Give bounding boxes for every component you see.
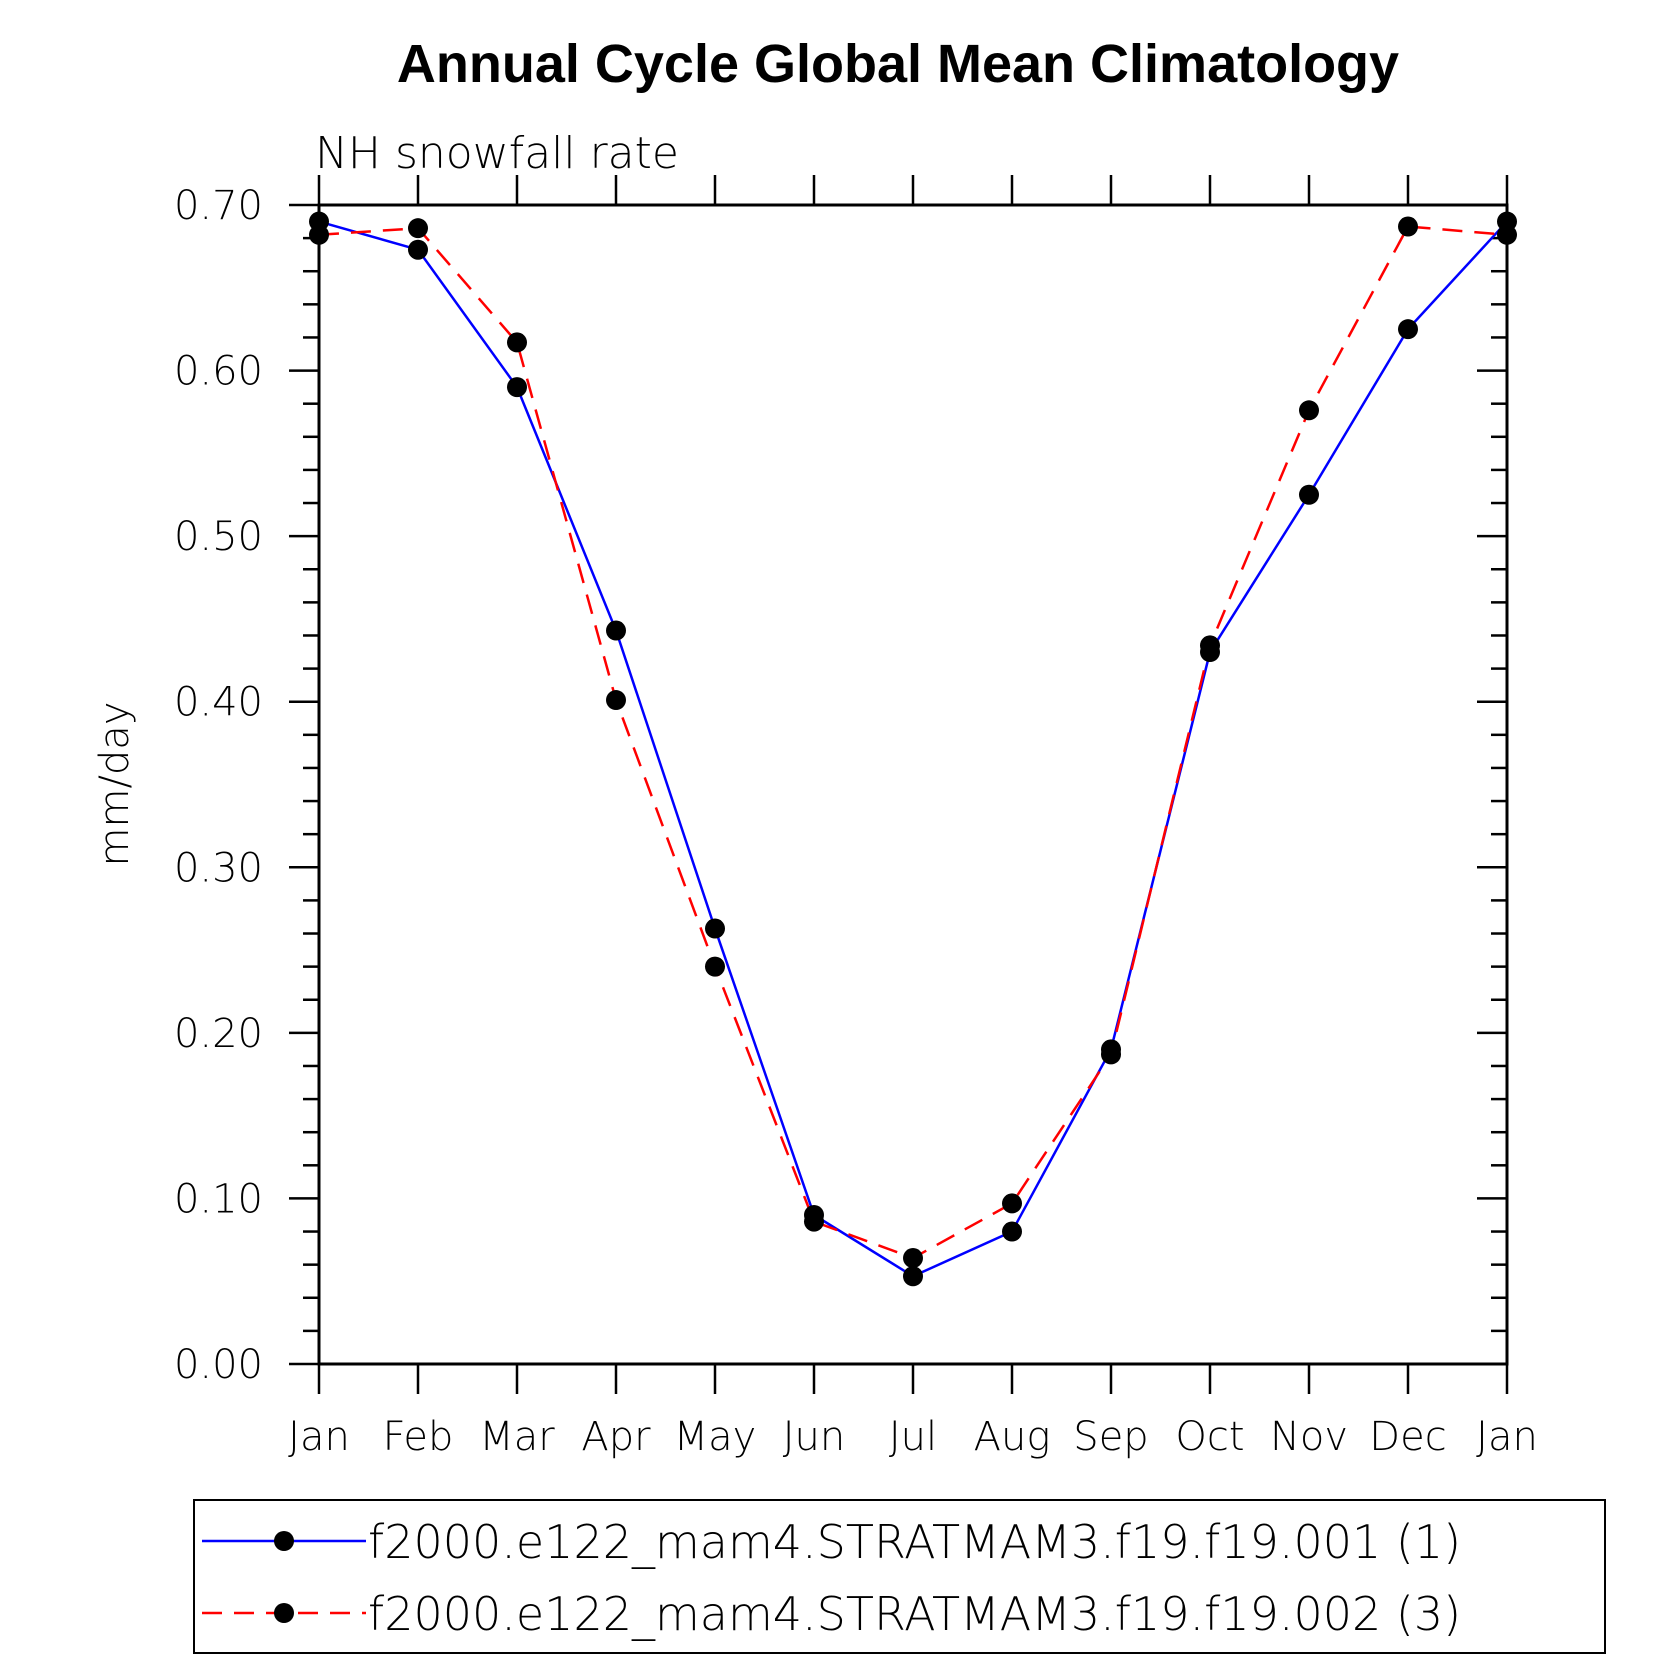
legend-marker-2 (274, 1603, 294, 1623)
data-point-series-1 (903, 1266, 923, 1287)
legend-box (193, 1499, 1606, 1654)
x-tick-label: Feb (383, 1414, 454, 1460)
data-point-series-2 (309, 224, 329, 245)
legend-label-2: f2000.e122_mam4.STRATMAM3.f19.f19.002 (3… (368, 1587, 1461, 1641)
data-point-series-2 (1101, 1044, 1121, 1065)
y-tick-label: 0.00 (174, 1342, 263, 1388)
data-point-series-2 (1002, 1193, 1022, 1214)
data-point-series-2 (705, 956, 725, 977)
y-axis-label: mm/day (92, 702, 138, 867)
x-tick-label: Jul (889, 1414, 937, 1460)
x-tick-label: Oct (1175, 1414, 1244, 1460)
series-line-1 (318, 220, 1508, 1278)
data-point-series-1 (507, 377, 527, 398)
y-tick-label: 0.50 (174, 514, 263, 560)
x-tick-label: Sep (1073, 1414, 1148, 1460)
y-tick-label: 0.10 (174, 1176, 263, 1222)
data-point-series-2 (1200, 635, 1220, 656)
data-point-series-2 (1398, 216, 1418, 237)
data-point-series-2 (903, 1248, 923, 1269)
data-point-series-2 (1497, 224, 1517, 245)
plot-frame (317, 203, 1509, 1366)
data-point-series-1 (408, 239, 428, 260)
x-tick-label: Jan (288, 1414, 350, 1460)
y-tick-label: 0.20 (174, 1011, 263, 1057)
series-line-2 (318, 225, 1508, 1260)
x-tick-label: Aug (974, 1414, 1051, 1460)
data-point-series-1 (606, 620, 626, 641)
legend: f2000.e122_mam4.STRATMAM3.f19.f19.001 (1… (193, 1499, 1606, 1654)
y-tick-label: 0.30 (174, 845, 263, 891)
data-point-series-2 (804, 1211, 824, 1232)
data-point-series-2 (507, 332, 527, 353)
series-layer (309, 211, 1517, 1287)
x-tick-label: Apr (581, 1414, 651, 1460)
chart-subtitle: NH snowfall rate (315, 128, 679, 179)
data-point-series-2 (1299, 400, 1319, 421)
x-tick-label: Jun (783, 1414, 846, 1460)
data-point-series-1 (705, 918, 725, 939)
x-tick-label: Jan (1476, 1414, 1538, 1460)
data-point-series-2 (606, 690, 626, 711)
x-tick-label: Dec (1369, 1414, 1446, 1460)
data-point-series-1 (1002, 1221, 1022, 1242)
x-tick-label: Nov (1270, 1414, 1348, 1460)
y-tick-label: 0.60 (174, 349, 263, 395)
data-point-series-1 (1398, 319, 1418, 340)
x-tick-label: Mar (479, 1414, 555, 1460)
y-tick-label: 0.70 (174, 183, 263, 229)
data-point-series-2 (408, 218, 428, 239)
legend-label-1: f2000.e122_mam4.STRATMAM3.f19.f19.001 (1… (368, 1515, 1461, 1569)
data-point-series-1 (1299, 484, 1319, 505)
legend-marker-1 (274, 1531, 294, 1551)
x-tick-label: May (674, 1414, 757, 1460)
y-tick-label: 0.40 (174, 680, 263, 726)
chart-title: Annual Cycle Global Mean Climatology (397, 34, 1399, 94)
axes: 0.00 0.10 0.20 0.30 0.40 0.50 0.60 0.70 Jan Feb Ma… (174, 175, 1538, 1460)
